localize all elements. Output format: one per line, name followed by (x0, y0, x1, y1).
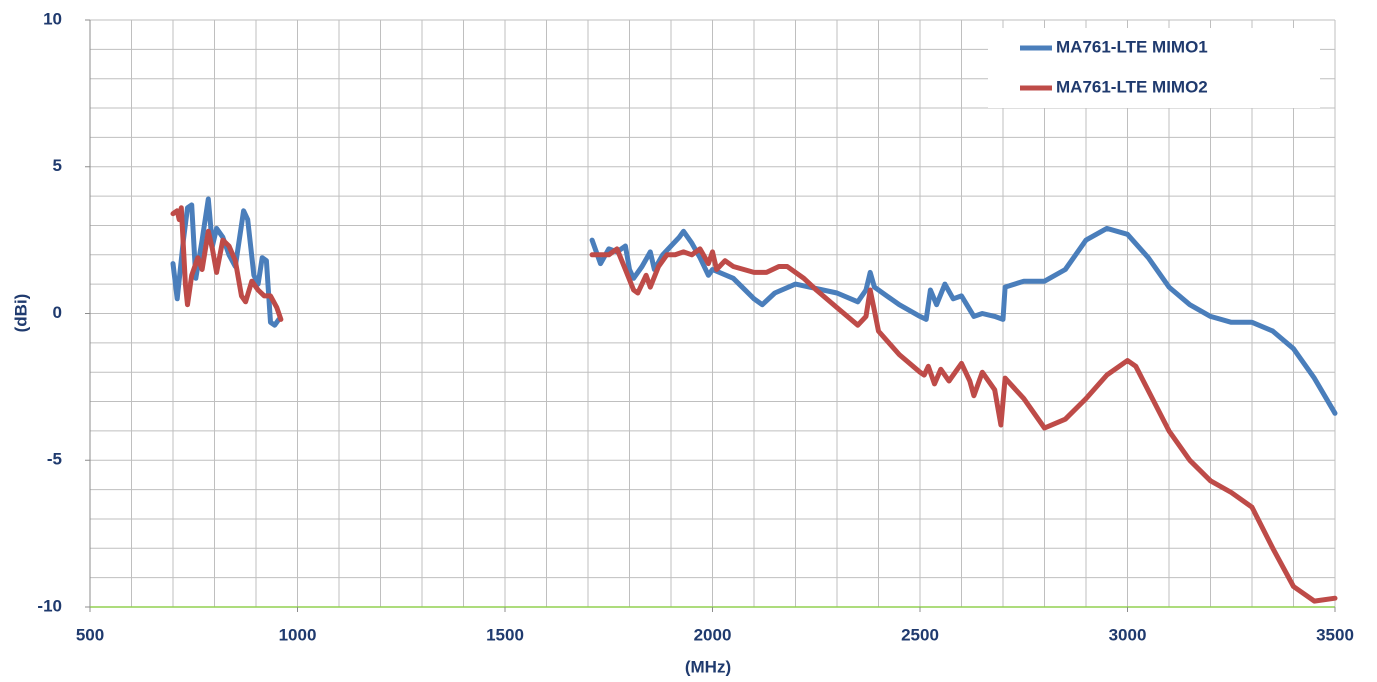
legend-label: MA761-LTE MIMO1 (1056, 37, 1208, 56)
grid (89, 19, 1336, 608)
x-tick-label: 2000 (694, 625, 732, 644)
y-tick-label: 10 (43, 9, 62, 28)
y-tick-label: 5 (53, 156, 62, 175)
x-tick-label: 1000 (279, 625, 317, 644)
x-tick-label: 1500 (486, 625, 524, 644)
x-tick-label: 2500 (901, 625, 939, 644)
y-tick-label: -10 (37, 596, 62, 615)
x-tick-label: 500 (76, 625, 104, 644)
series-line (170, 205, 1338, 604)
x-axis-title: (MHz) (685, 657, 731, 676)
legend-box (988, 28, 1320, 108)
plot (170, 196, 1338, 604)
legend-label: MA761-LTE MIMO2 (1056, 77, 1208, 96)
x-tick-label: 3500 (1316, 625, 1354, 644)
y-axis-title: (dBi) (11, 294, 30, 333)
y-tick-label: -5 (47, 450, 62, 469)
y-tick-label: 0 (53, 303, 62, 322)
x-tick-label: 3000 (1109, 625, 1147, 644)
